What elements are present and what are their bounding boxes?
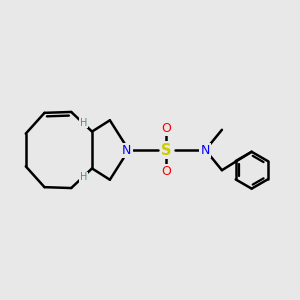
Text: N: N: [200, 143, 210, 157]
Text: S: S: [161, 142, 172, 158]
Text: O: O: [161, 122, 171, 135]
Text: H: H: [80, 172, 87, 182]
Text: H: H: [80, 118, 87, 128]
Text: O: O: [161, 165, 171, 178]
Text: N: N: [122, 143, 131, 157]
